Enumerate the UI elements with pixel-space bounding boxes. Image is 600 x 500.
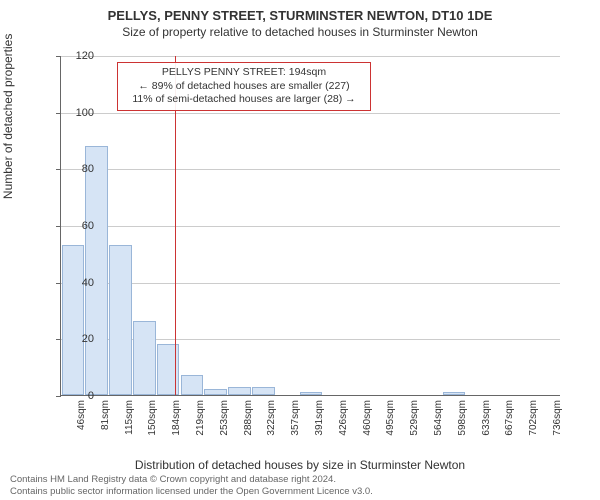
xtick-label: 702sqm (528, 400, 539, 436)
gridline (61, 283, 560, 284)
annotation-line1: PELLYS PENNY STREET: 194sqm (124, 66, 364, 80)
page-title: PELLYS, PENNY STREET, STURMINSTER NEWTON… (0, 0, 600, 23)
ytick-label: 0 (64, 390, 94, 402)
xtick-label: 81sqm (100, 400, 111, 430)
bar (443, 392, 466, 395)
xtick-label: 598sqm (457, 400, 468, 436)
ytick-label: 120 (64, 50, 94, 62)
footnote-line-2: Contains public sector information licen… (10, 486, 590, 498)
xtick-label: 736sqm (552, 400, 563, 436)
plot: 46sqm81sqm115sqm150sqm184sqm219sqm253sqm… (60, 56, 560, 396)
xtick-label: 667sqm (504, 400, 515, 436)
annotation-box: PELLYS PENNY STREET: 194sqm← 89% of deta… (117, 62, 371, 111)
chart-area: 46sqm81sqm115sqm150sqm184sqm219sqm253sqm… (60, 56, 560, 396)
xtick-label: 460sqm (362, 400, 373, 436)
ytick-label: 20 (64, 333, 94, 345)
ytick-label: 40 (64, 277, 94, 289)
annotation-line2: ← 89% of detached houses are smaller (22… (124, 80, 364, 94)
bar (157, 344, 180, 395)
xtick-label: 288sqm (243, 400, 254, 436)
xtick-label: 529sqm (409, 400, 420, 436)
annotation-line3: 11% of semi-detached houses are larger (… (124, 93, 364, 107)
gridline (61, 169, 560, 170)
xtick-label: 357sqm (290, 400, 301, 436)
xtick-label: 322sqm (266, 400, 277, 436)
ytick-mark (56, 56, 61, 57)
ytick-mark (56, 226, 61, 227)
gridline (61, 226, 560, 227)
ytick-mark (56, 113, 61, 114)
bar (181, 375, 204, 395)
xtick-label: 219sqm (195, 400, 206, 436)
ytick-mark (56, 169, 61, 170)
bar (228, 387, 251, 396)
xtick-label: 495sqm (385, 400, 396, 436)
xtick-label: 426sqm (338, 400, 349, 436)
xtick-label: 564sqm (433, 400, 444, 436)
footnote-line-1: Contains HM Land Registry data © Crown c… (10, 474, 590, 486)
ytick-mark (56, 283, 61, 284)
xtick-label: 115sqm (124, 400, 135, 435)
ytick-label: 100 (64, 107, 94, 119)
gridline (61, 56, 560, 57)
xtick-label: 46sqm (76, 400, 87, 430)
ytick-label: 60 (64, 220, 94, 232)
xtick-label: 184sqm (171, 400, 182, 436)
xtick-label: 391sqm (314, 400, 325, 436)
bar (252, 387, 275, 396)
page-subtitle: Size of property relative to detached ho… (0, 23, 600, 39)
xtick-label: 633sqm (481, 400, 492, 436)
ytick-mark (56, 396, 61, 397)
x-axis-label: Distribution of detached houses by size … (0, 458, 600, 472)
bar (204, 389, 227, 395)
bar (109, 245, 132, 395)
footnote: Contains HM Land Registry data © Crown c… (10, 474, 590, 498)
bar (85, 146, 108, 395)
y-axis-label: Number of detached properties (1, 34, 15, 199)
bar (62, 245, 85, 395)
xtick-label: 253sqm (219, 400, 230, 436)
ytick-label: 80 (64, 163, 94, 175)
ytick-mark (56, 339, 61, 340)
bar (133, 321, 156, 395)
xtick-label: 150sqm (147, 400, 158, 436)
gridline (61, 113, 560, 114)
bar (300, 392, 323, 395)
